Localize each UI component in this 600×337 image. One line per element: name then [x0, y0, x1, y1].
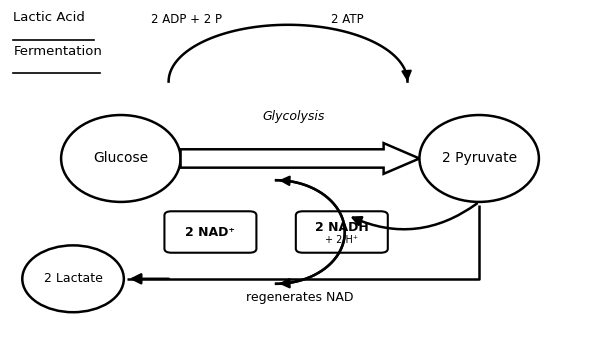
- FancyBboxPatch shape: [296, 211, 388, 253]
- Text: regenerates NAD: regenerates NAD: [246, 291, 354, 304]
- Text: 2 NADH: 2 NADH: [315, 221, 368, 234]
- Text: Glucose: Glucose: [93, 151, 148, 165]
- Text: 2 Pyruvate: 2 Pyruvate: [442, 151, 517, 165]
- Text: 2 ATP: 2 ATP: [331, 13, 364, 27]
- Text: 2 ADP + 2 P: 2 ADP + 2 P: [151, 13, 222, 27]
- Text: 2 NAD⁺: 2 NAD⁺: [185, 225, 235, 239]
- FancyBboxPatch shape: [164, 211, 256, 253]
- Text: 2 Lactate: 2 Lactate: [44, 272, 103, 285]
- Text: Fermentation: Fermentation: [13, 45, 102, 58]
- Text: Lactic Acid: Lactic Acid: [13, 11, 85, 24]
- Text: + 2 H⁺: + 2 H⁺: [325, 235, 358, 245]
- Text: Glycolysis: Glycolysis: [263, 111, 325, 123]
- Polygon shape: [181, 143, 419, 174]
